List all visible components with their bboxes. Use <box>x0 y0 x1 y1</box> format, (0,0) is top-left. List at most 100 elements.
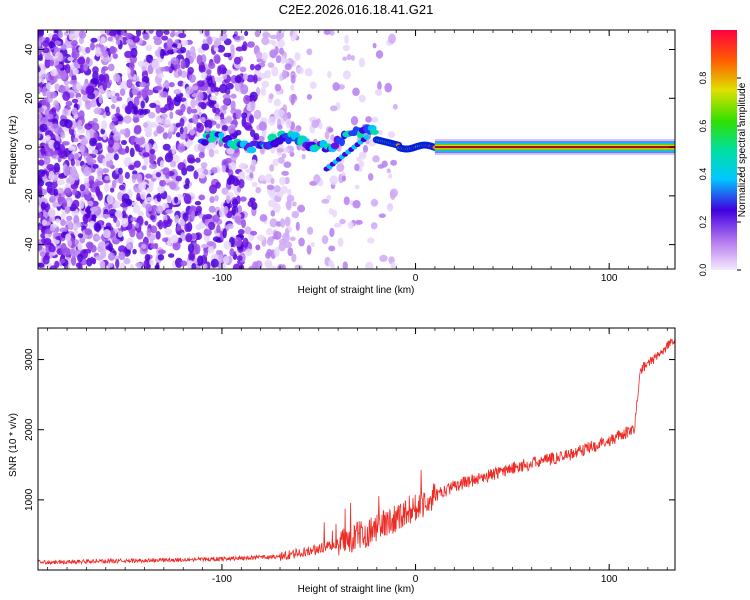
noise-cell <box>284 241 293 249</box>
noise-cell <box>64 119 73 129</box>
noise-cell <box>91 214 97 220</box>
noise-cell <box>73 137 79 143</box>
noise-cell <box>92 149 99 155</box>
noise-cell <box>89 137 98 147</box>
noise-cell <box>196 168 204 173</box>
noise-cell <box>289 236 296 242</box>
noise-cell <box>62 108 69 117</box>
noise-cell <box>392 103 398 110</box>
noise-cell <box>38 262 45 268</box>
noise-cell <box>111 179 117 189</box>
noise-cell <box>123 257 131 265</box>
noise-cell <box>112 126 117 134</box>
noise-cell <box>104 175 111 181</box>
noise-cell <box>101 120 108 130</box>
noise-cell <box>69 165 77 176</box>
noise-cell <box>274 246 280 257</box>
noise-cell <box>115 39 121 46</box>
noise-cell <box>65 100 73 107</box>
noise-cell <box>207 61 216 69</box>
noise-cell <box>141 243 147 250</box>
noise-cell <box>327 260 334 268</box>
noise-cell <box>166 195 172 202</box>
noise-cell <box>69 30 75 35</box>
noise-cell <box>170 57 180 65</box>
noise-cell <box>209 95 218 101</box>
noise-cell <box>41 73 48 79</box>
noise-cell <box>115 106 121 115</box>
noise-cell <box>273 98 281 107</box>
noise-cell <box>48 244 56 253</box>
noise-cell <box>232 198 239 208</box>
noise-cell <box>250 159 257 166</box>
noise-cell <box>60 43 67 51</box>
noise-cell <box>390 159 398 166</box>
noise-cell <box>154 242 159 250</box>
noise-cell <box>113 73 120 83</box>
noise-cell <box>189 253 195 260</box>
noise-cell <box>233 35 242 40</box>
noise-cell <box>144 253 151 262</box>
noise-cell <box>268 116 276 126</box>
noise-cell <box>290 84 295 91</box>
noise-cell <box>250 100 256 112</box>
noise-cell <box>65 177 71 184</box>
noise-cell <box>165 209 174 214</box>
noise-cell <box>275 55 282 64</box>
noise-cell <box>141 61 150 67</box>
noise-cell <box>102 50 109 58</box>
noise-cell <box>162 219 168 229</box>
noise-cell <box>261 36 270 46</box>
noise-cell <box>318 122 323 130</box>
noise-cell <box>378 213 386 218</box>
noise-cell <box>276 109 286 118</box>
noise-cell <box>216 44 226 53</box>
noise-cell <box>362 144 369 153</box>
noise-cell <box>225 69 232 76</box>
noise-cell <box>290 98 295 106</box>
noise-cell <box>377 81 382 91</box>
noise-cell <box>323 30 331 35</box>
noise-cell <box>46 221 51 226</box>
noise-cell <box>306 48 313 56</box>
noise-cell <box>200 243 209 249</box>
noise-cell <box>274 83 282 92</box>
noise-cell <box>295 221 300 231</box>
noise-cell <box>191 51 197 60</box>
noise-cell <box>180 39 189 46</box>
noise-cell <box>185 232 193 243</box>
noise-cell <box>203 263 208 269</box>
noise-cell <box>118 245 127 253</box>
noise-cell <box>374 89 383 96</box>
noise-cell <box>91 122 100 132</box>
noise-cell <box>241 112 248 119</box>
noise-cell <box>347 221 355 229</box>
noise-cell <box>242 73 249 81</box>
noise-cell <box>328 245 336 252</box>
noise-cell <box>222 256 230 264</box>
noise-cell <box>352 200 361 209</box>
noise-cell <box>176 224 182 232</box>
y-tick-label: 20 <box>24 92 35 104</box>
noise-cell <box>185 86 194 95</box>
noise-cell <box>279 218 286 228</box>
noise-cell <box>53 74 58 83</box>
noise-cell <box>221 125 229 132</box>
noise-cell <box>85 85 94 96</box>
noise-cell <box>85 46 91 54</box>
noise-cell <box>218 64 227 75</box>
noise-cell <box>71 46 76 57</box>
snr-x-label: Height of straight line (km) <box>298 584 415 595</box>
noise-cell <box>235 110 241 120</box>
noise-cell <box>142 122 149 128</box>
y-tick-label: 2000 <box>24 418 35 441</box>
noise-cell <box>38 186 42 193</box>
noise-cell <box>354 163 360 172</box>
noise-cell <box>355 219 363 225</box>
noise-cell <box>107 36 113 42</box>
noise-cell <box>389 190 396 200</box>
noise-cell <box>204 127 211 133</box>
noise-cell <box>150 225 158 234</box>
noise-cell <box>223 241 232 250</box>
noise-cell <box>210 167 218 174</box>
